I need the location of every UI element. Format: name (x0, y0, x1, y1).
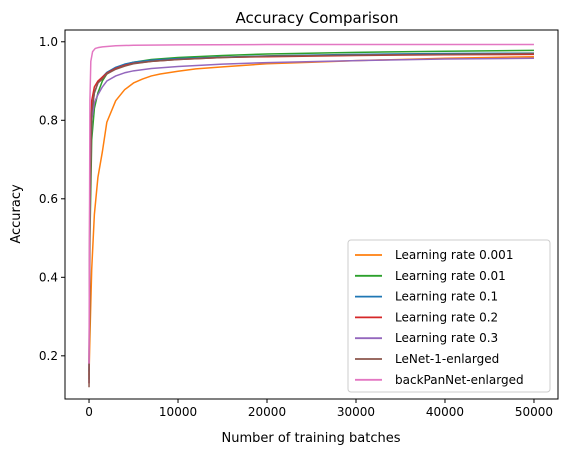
plot-lines (88, 43, 534, 388)
y-tick-label: 0.6 (39, 192, 58, 206)
x-tick-label: 50000 (515, 405, 553, 419)
y-tick-label: 0.4 (39, 270, 58, 284)
legend-label: LeNet-1-enlarged (395, 352, 499, 366)
y-tick-label: 0.2 (39, 349, 58, 363)
plot-frame (64, 29, 559, 400)
legend-label: Learning rate 0.01 (395, 269, 506, 283)
legend-label: Learning rate 0.001 (395, 248, 513, 262)
legend-label: backPanNet-enlarged (395, 373, 524, 387)
chart-title: Accuracy Comparison (235, 9, 398, 27)
series-line-7 (88, 43, 534, 364)
x-axis-ticks: 0 10000 20000 30000 40000 50000 (85, 399, 553, 419)
legend-label: Learning rate 0.1 (395, 290, 498, 304)
x-tick-label: 30000 (337, 405, 375, 419)
legend: Learning rate 0.001 Learning rate 0.01 Lea… (347, 239, 551, 393)
x-tick-label: 0 (85, 405, 93, 419)
x-axis-label: Number of training batches (222, 431, 401, 446)
y-axis-label: Accuracy (9, 184, 24, 244)
y-axis-ticks: 0.2 0.4 0.6 0.8 1.0 (39, 35, 65, 363)
x-tick-label: 10000 (159, 405, 197, 419)
x-tick-label: 40000 (426, 405, 464, 419)
legend-label: Learning rate 0.3 (395, 331, 498, 345)
series-line-6 (88, 52, 534, 388)
y-tick-label: 0.8 (39, 113, 58, 127)
legend-box (347, 239, 551, 393)
x-tick-label: 20000 (248, 405, 286, 419)
y-tick-label: 1.0 (39, 35, 58, 49)
legend-label: Learning rate 0.2 (395, 310, 498, 324)
series-line-5 (88, 57, 534, 384)
